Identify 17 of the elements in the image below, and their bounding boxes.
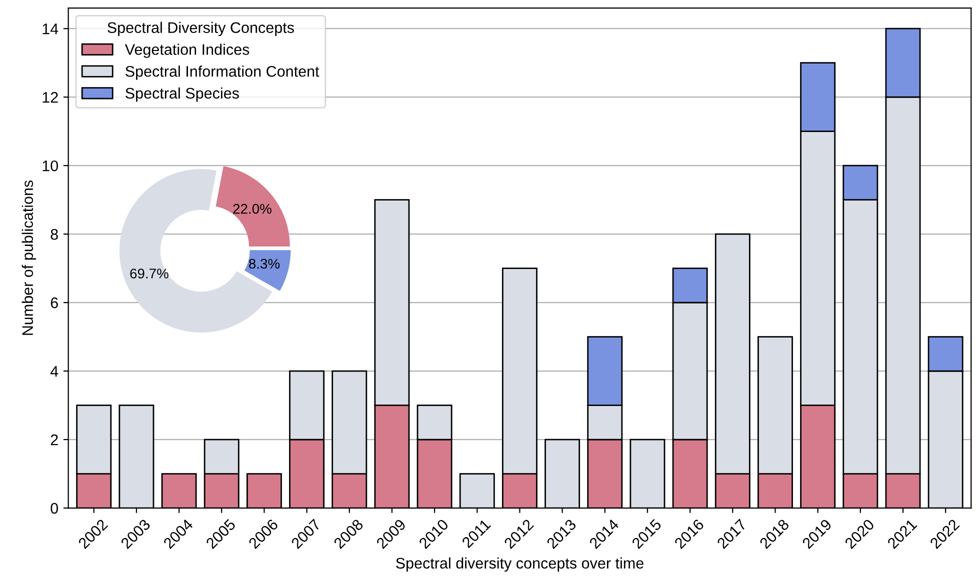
legend-label: Vegetation Indices bbox=[124, 44, 250, 58]
y-tick-label: 6 bbox=[50, 297, 58, 308]
y-tick-label: 14 bbox=[42, 24, 58, 34]
data-label: 22.0% bbox=[233, 204, 272, 214]
y-axis-title: Number of publications bbox=[22, 180, 36, 335]
y-tick-label: 4 bbox=[50, 366, 58, 377]
x-axis-title: Spectral diversity concepts over time bbox=[396, 557, 644, 572]
y-tick-label: 10 bbox=[42, 160, 58, 172]
y-tick-label: 2 bbox=[50, 434, 58, 446]
legend-label: Spectral Species bbox=[126, 87, 239, 102]
y-tick-label: 8 bbox=[50, 228, 58, 240]
y-tick-label: 0 bbox=[50, 502, 58, 514]
data-label: 8.3% bbox=[249, 258, 280, 269]
y-tick-label: 12 bbox=[42, 92, 58, 103]
legend-label: Spectral Information Content bbox=[126, 66, 320, 80]
data-label: 69.7% bbox=[130, 268, 168, 278]
legend-title: Spectral Diversity Concepts bbox=[108, 22, 294, 36]
